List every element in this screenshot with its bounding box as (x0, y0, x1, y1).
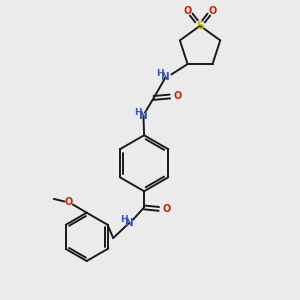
Text: O: O (173, 92, 182, 101)
Text: N: N (161, 72, 170, 82)
Text: H: H (120, 215, 128, 224)
Text: N: N (125, 218, 134, 228)
Text: N: N (139, 111, 148, 121)
Text: O: O (162, 204, 171, 214)
Text: S: S (196, 21, 204, 31)
Text: O: O (64, 196, 73, 206)
Text: H: H (134, 108, 142, 117)
Text: H: H (156, 69, 164, 78)
Text: O: O (184, 6, 192, 16)
Text: O: O (208, 6, 217, 16)
